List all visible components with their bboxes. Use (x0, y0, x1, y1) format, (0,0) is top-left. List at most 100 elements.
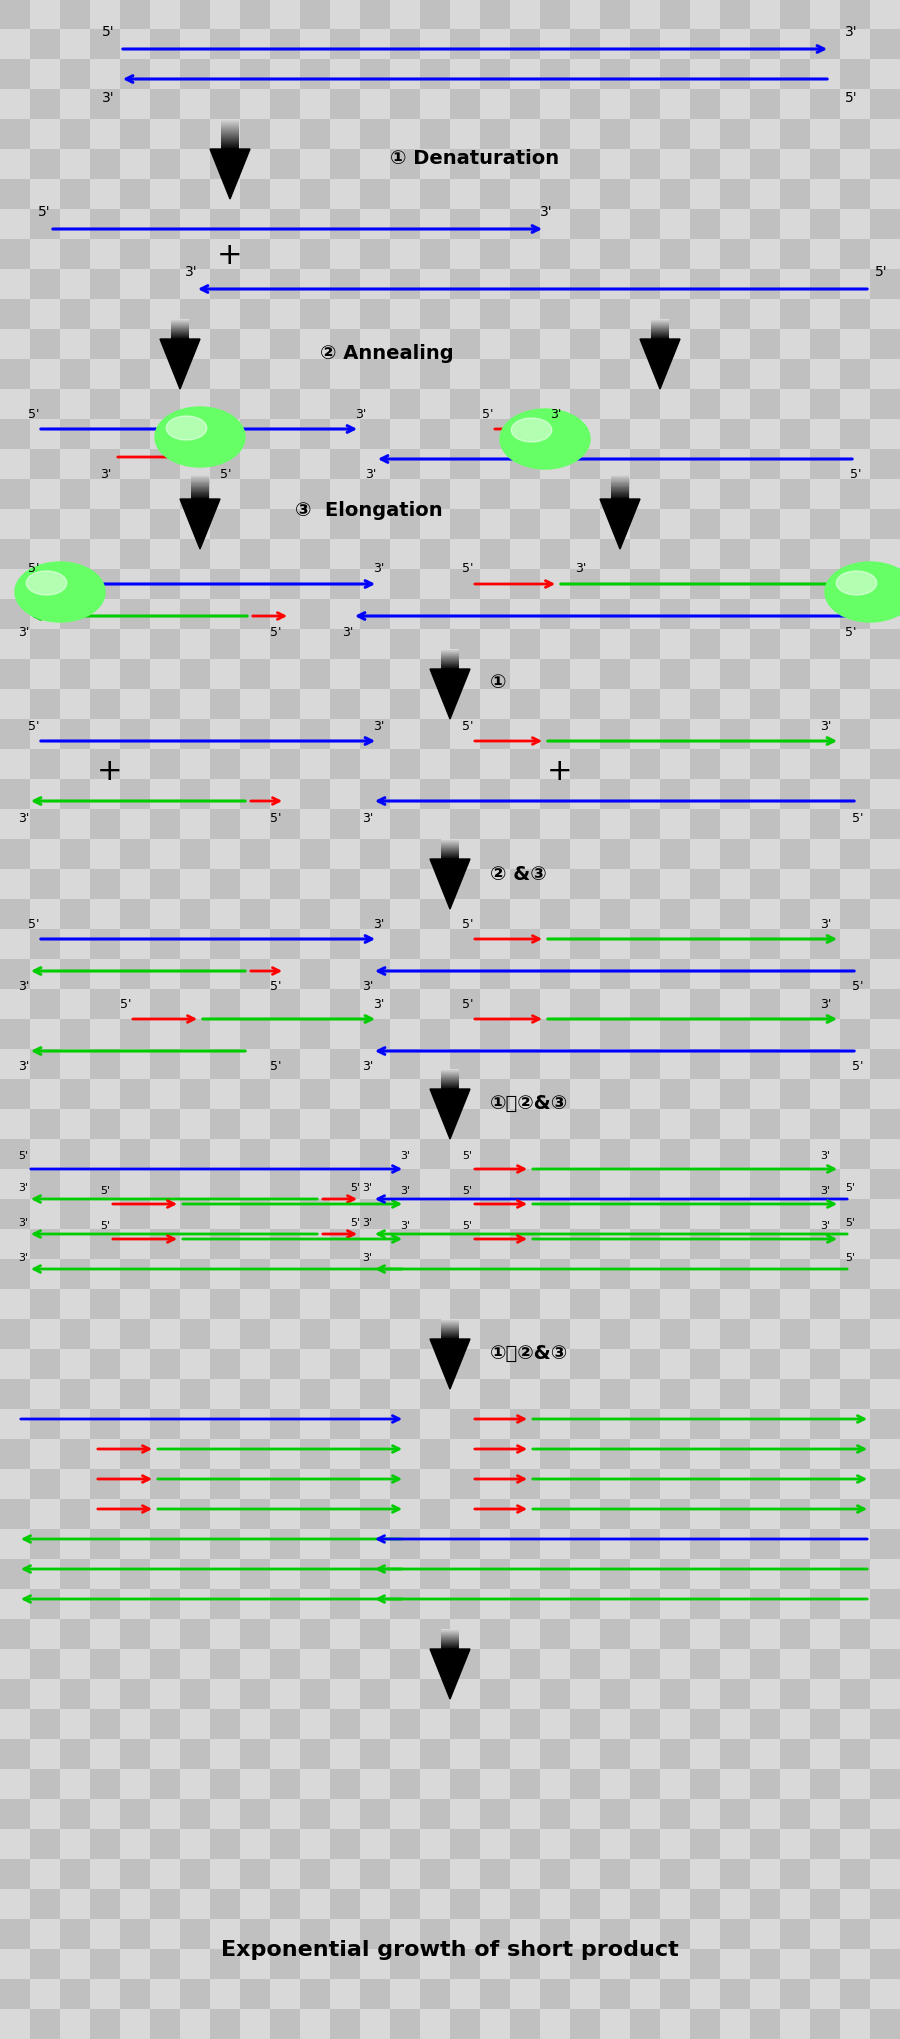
Bar (330, 569, 360, 599)
Bar (720, 1588, 750, 1619)
Bar (600, 569, 630, 599)
Bar (750, 59, 780, 90)
Bar (300, 1770, 330, 1798)
Bar (150, 1588, 180, 1619)
Bar (330, 1140, 360, 1170)
Bar (0, 1140, 30, 1170)
Bar (630, 779, 660, 809)
Text: ①: ① (490, 673, 507, 691)
Bar (690, 1619, 720, 1650)
Bar (540, 479, 570, 510)
Bar (330, 1709, 360, 1739)
Text: Exponential growth of short product: Exponential growth of short product (221, 1939, 679, 1959)
Bar (540, 720, 570, 750)
Bar (0, 1829, 30, 1860)
Bar (810, 930, 840, 960)
Bar (810, 1529, 840, 1560)
Bar (660, 1260, 690, 1289)
Bar (300, 689, 330, 720)
Bar (420, 779, 450, 809)
Bar (780, 689, 810, 720)
Bar (180, 120, 210, 151)
Bar (60, 689, 90, 720)
Bar (690, 1680, 720, 1709)
Bar (450, 120, 480, 151)
Bar (390, 599, 420, 630)
Bar (630, 1378, 660, 1409)
Bar (210, 359, 240, 389)
Bar (150, 1650, 180, 1680)
Bar (720, 1709, 750, 1739)
Bar (210, 1409, 240, 1440)
Bar (390, 1378, 420, 1409)
Bar (420, 1980, 450, 2008)
Bar (0, 451, 30, 479)
Bar (630, 1588, 660, 1619)
Bar (90, 779, 120, 809)
Bar (540, 1409, 570, 1440)
Bar (600, 809, 630, 840)
Bar (690, 510, 720, 540)
Bar (390, 809, 420, 840)
Bar (630, 1470, 660, 1499)
Bar (510, 989, 540, 1020)
Bar (90, 241, 120, 269)
Bar (840, 1020, 870, 1050)
Bar (270, 359, 300, 389)
Bar (600, 1949, 630, 1980)
Bar (270, 1560, 300, 1588)
Text: 3': 3' (820, 1185, 830, 1195)
Bar (540, 1770, 570, 1798)
Bar (240, 599, 270, 630)
Bar (630, 689, 660, 720)
Bar (360, 779, 390, 809)
Bar (870, 451, 900, 479)
Bar (630, 1560, 660, 1588)
Bar (390, 540, 420, 569)
Bar (600, 241, 630, 269)
Bar (390, 1319, 420, 1350)
Bar (570, 779, 600, 809)
Bar (180, 1350, 210, 1378)
Bar (360, 451, 390, 479)
Bar (540, 1588, 570, 1619)
Bar (270, 1378, 300, 1409)
Bar (420, 1739, 450, 1770)
Bar (510, 630, 540, 661)
Bar (600, 1680, 630, 1709)
Bar (90, 930, 120, 960)
Bar (510, 1888, 540, 1919)
Bar (420, 1829, 450, 1860)
Bar (300, 510, 330, 540)
Bar (870, 330, 900, 359)
Bar (0, 59, 30, 90)
Bar (810, 1199, 840, 1230)
Bar (690, 2008, 720, 2039)
Bar (540, 179, 570, 210)
Bar (540, 359, 570, 389)
Bar (750, 1739, 780, 1770)
Bar (360, 300, 390, 330)
Bar (60, 1739, 90, 1770)
Bar (570, 1378, 600, 1409)
Bar (90, 1440, 120, 1470)
Bar (570, 1199, 600, 1230)
Bar (330, 869, 360, 899)
Text: 3': 3' (18, 1183, 28, 1193)
Bar (750, 1770, 780, 1798)
Bar (90, 1230, 120, 1260)
Bar (810, 359, 840, 389)
Bar (540, 1949, 570, 1980)
Bar (240, 1350, 270, 1378)
Bar (510, 179, 540, 210)
Bar (390, 1680, 420, 1709)
Bar (150, 269, 180, 300)
Bar (90, 599, 120, 630)
Bar (420, 0, 450, 31)
Bar (270, 1020, 300, 1050)
Bar (690, 479, 720, 510)
Bar (870, 1919, 900, 1949)
Bar (480, 840, 510, 869)
Bar (0, 1050, 30, 1079)
Bar (150, 510, 180, 540)
